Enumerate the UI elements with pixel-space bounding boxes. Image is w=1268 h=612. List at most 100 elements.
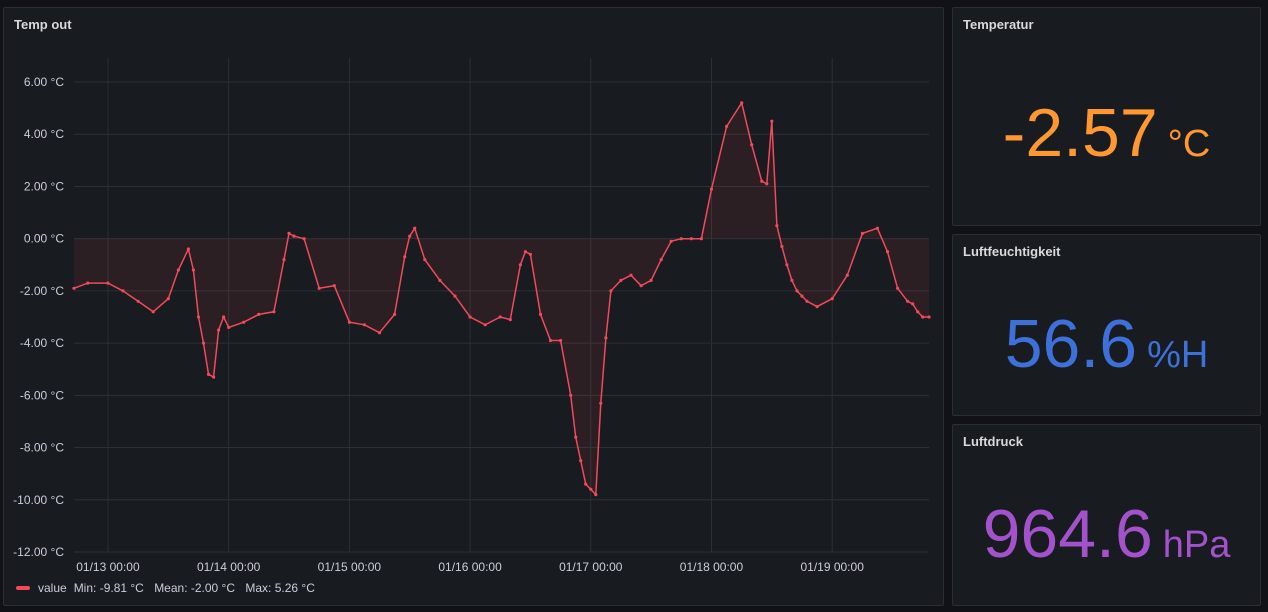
stat-panel-humidity[interactable]: Luftfeuchtigkeit 56.6 %H bbox=[952, 234, 1261, 416]
temperature-chart[interactable]: 6.00 °C 4.00 °C 2.00 °C 0.00 °C -2.00 °C -4.0… bbox=[4, 8, 945, 607]
data-point bbox=[750, 143, 754, 147]
data-point bbox=[403, 255, 407, 259]
data-point bbox=[166, 297, 170, 301]
timeseries-panel[interactable]: Temp out 6.00 °C 4.00 °C 2.00 °C 0.00 °C -2.… bbox=[3, 7, 944, 606]
data-point bbox=[468, 315, 472, 319]
data-point bbox=[805, 299, 809, 303]
data-point bbox=[212, 375, 216, 379]
data-point bbox=[604, 336, 608, 340]
data-point bbox=[875, 226, 880, 230]
data-point bbox=[589, 487, 593, 491]
data-point bbox=[227, 325, 231, 329]
data-point bbox=[815, 305, 819, 309]
data-point bbox=[845, 273, 849, 277]
data-point bbox=[242, 320, 246, 324]
data-point bbox=[272, 310, 276, 314]
data-point bbox=[699, 237, 704, 241]
data-point bbox=[649, 278, 653, 282]
data-point bbox=[538, 312, 543, 316]
data-point bbox=[659, 258, 663, 262]
stat-panel-temperature[interactable]: Temperatur -2.57 °C bbox=[952, 7, 1261, 226]
data-point bbox=[679, 237, 683, 241]
data-point bbox=[609, 289, 613, 293]
legend-series-name[interactable]: value bbox=[38, 581, 67, 595]
data-point bbox=[106, 281, 110, 285]
data-point bbox=[639, 284, 643, 288]
data-point bbox=[689, 237, 694, 241]
data-point bbox=[393, 312, 397, 316]
data-point bbox=[292, 234, 296, 238]
data-point bbox=[201, 341, 206, 345]
data-point bbox=[483, 323, 487, 327]
data-point bbox=[569, 393, 573, 397]
legend-max: Max: 5.26 °C bbox=[245, 581, 315, 595]
data-point bbox=[121, 289, 125, 293]
stat-unit: hPa bbox=[1162, 524, 1231, 566]
data-point bbox=[780, 244, 784, 249]
data-point bbox=[619, 278, 623, 282]
data-point bbox=[222, 315, 226, 319]
panel-title[interactable]: Luftfeuchtigkeit bbox=[963, 244, 1061, 259]
data-point bbox=[629, 273, 633, 277]
legend-color-swatch bbox=[16, 586, 30, 590]
panel-title[interactable]: Luftdruck bbox=[963, 434, 1023, 449]
data-point bbox=[927, 315, 931, 319]
data-point bbox=[408, 234, 412, 238]
y-tick-label: -6.00 °C bbox=[20, 388, 64, 402]
data-point bbox=[885, 250, 890, 254]
data-point bbox=[921, 315, 925, 319]
stat-unit: °C bbox=[1167, 123, 1211, 165]
y-tick-label: -8.00 °C bbox=[20, 441, 64, 455]
data-point bbox=[765, 182, 769, 186]
data-point bbox=[528, 252, 533, 256]
data-point bbox=[377, 331, 382, 335]
data-point bbox=[523, 250, 528, 254]
data-point bbox=[217, 328, 221, 332]
y-tick-label: -10.00 °C bbox=[13, 493, 64, 507]
x-tick-label: 01/15 00:00 bbox=[318, 560, 382, 574]
data-point bbox=[186, 247, 190, 251]
data-point bbox=[362, 323, 366, 327]
y-tick-label: -12.00 °C bbox=[13, 545, 64, 559]
stat-number: -2.57 bbox=[1002, 95, 1158, 171]
y-tick-label: -4.00 °C bbox=[20, 336, 64, 350]
data-point bbox=[830, 297, 834, 301]
x-tick-label: 01/16 00:00 bbox=[438, 560, 502, 574]
x-tick-label: 01/17 00:00 bbox=[559, 560, 623, 574]
data-point bbox=[916, 310, 920, 314]
stat-number: 56.6 bbox=[1004, 306, 1138, 382]
data-point bbox=[860, 231, 865, 235]
data-point bbox=[896, 286, 900, 290]
data-point bbox=[594, 493, 598, 497]
y-tick-label: -2.00 °C bbox=[20, 284, 64, 298]
x-tick-label: 01/13 00:00 bbox=[76, 560, 140, 574]
legend-stats: Min: -9.81 °C Mean: -2.00 °C Max: 5.26 °… bbox=[67, 581, 315, 595]
data-point bbox=[453, 294, 457, 298]
stat-value: 56.6 %H bbox=[953, 305, 1260, 383]
data-point bbox=[790, 278, 794, 282]
data-point bbox=[191, 268, 195, 272]
data-point bbox=[498, 315, 502, 319]
data-point bbox=[136, 299, 140, 303]
x-tick-label: 01/18 00:00 bbox=[680, 560, 744, 574]
panel-title[interactable]: Temp out bbox=[14, 17, 72, 32]
data-point bbox=[518, 263, 523, 267]
stat-unit: %H bbox=[1147, 334, 1209, 376]
data-point bbox=[282, 258, 286, 262]
data-point bbox=[574, 435, 578, 439]
data-point bbox=[302, 237, 306, 241]
y-tick-label: 6.00 °C bbox=[24, 75, 64, 89]
data-point bbox=[347, 320, 351, 324]
panel-title[interactable]: Temperatur bbox=[963, 17, 1034, 32]
data-point bbox=[206, 372, 211, 376]
data-point bbox=[584, 482, 588, 486]
stat-panel-pressure[interactable]: Luftdruck 964.6 hPa bbox=[952, 424, 1261, 606]
data-point bbox=[775, 224, 779, 228]
legend-mean: Mean: -2.00 °C bbox=[154, 581, 236, 595]
x-tick-label: 01/19 00:00 bbox=[800, 560, 864, 574]
data-point bbox=[770, 119, 774, 123]
data-point bbox=[317, 286, 321, 290]
chart-legend: value Min: -9.81 °C Mean: -2.00 °C Max: … bbox=[16, 581, 315, 595]
stat-value: 964.6 hPa bbox=[953, 495, 1260, 573]
stat-number: 964.6 bbox=[982, 496, 1153, 572]
